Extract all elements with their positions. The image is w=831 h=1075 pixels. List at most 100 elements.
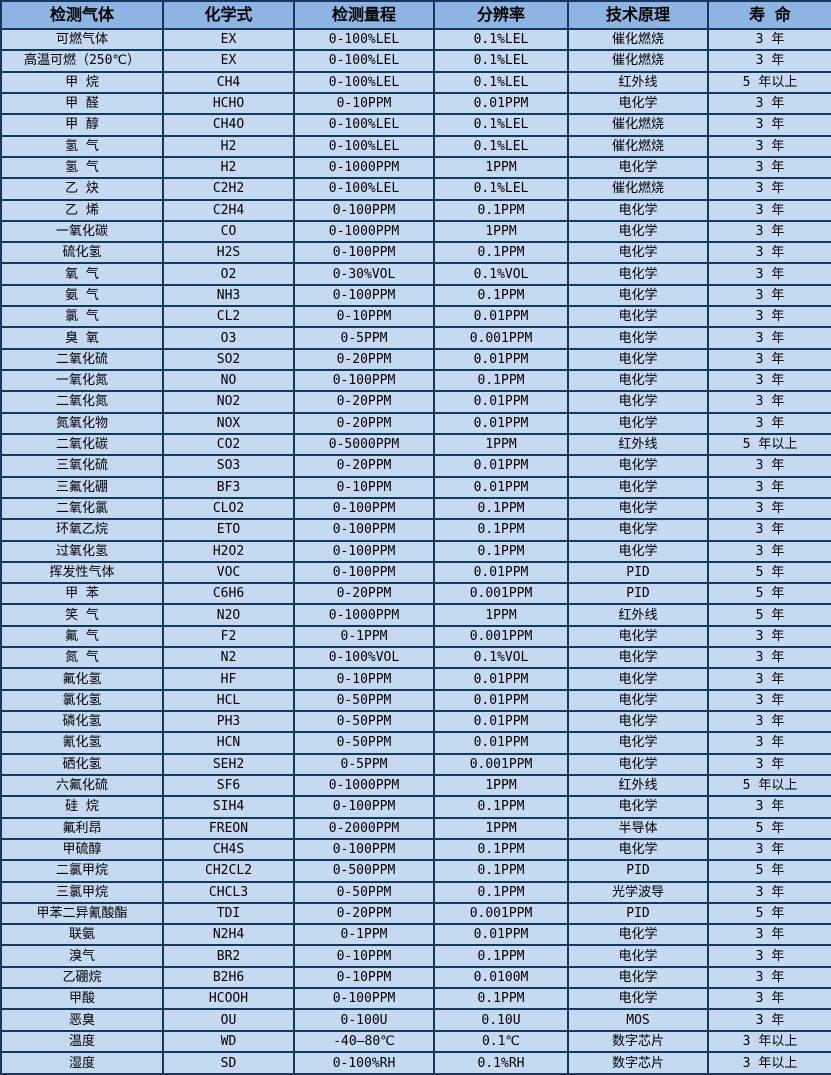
range-cell: 0-1PPM bbox=[293, 624, 435, 649]
gas-name-cell: 硫化氢 bbox=[0, 241, 164, 265]
lifespan-cell: 3 年 bbox=[707, 198, 831, 222]
gas-name-cell: 一氧化碳 bbox=[0, 219, 164, 244]
table-row: 一氧化氮 NO 0-100PPM 0.1PPM 电化学 3 年 bbox=[0, 368, 831, 393]
formula-cell: CH4S bbox=[162, 837, 295, 862]
table-row: 氟化氢 HF 0-10PPM 0.01PPM 电化学 3 年 bbox=[0, 667, 831, 691]
range-cell: 0-1000PPM bbox=[293, 603, 435, 627]
resolution-cell: 0.01PPM bbox=[433, 475, 569, 499]
principle-cell: 电化学 bbox=[567, 752, 709, 776]
lifespan-cell: 3 年 bbox=[707, 646, 831, 670]
principle-cell: 电化学 bbox=[567, 347, 709, 372]
principle-cell: 光学波导 bbox=[567, 880, 709, 904]
gas-name-cell: 二氧化氯 bbox=[0, 496, 164, 521]
range-cell: 0-10PPM bbox=[293, 667, 435, 691]
formula-cell: SF6 bbox=[162, 773, 295, 798]
gas-name-cell: 氯 气 bbox=[0, 305, 164, 329]
range-cell: 0-100%LEL bbox=[293, 134, 435, 158]
gas-name-cell: 湿度 bbox=[0, 1051, 164, 1075]
gas-name-cell: 磷化氢 bbox=[0, 709, 164, 734]
gas-name-cell: 六氟化硫 bbox=[0, 773, 164, 798]
principle-cell: PID bbox=[567, 560, 709, 585]
range-cell: 0-100%LEL bbox=[293, 177, 435, 201]
lifespan-cell: 3 年 bbox=[707, 475, 831, 499]
lifespan-cell: 5 年 bbox=[707, 582, 831, 606]
range-cell: 0-100PPM bbox=[293, 496, 435, 521]
lifespan-cell: 3 年 bbox=[707, 390, 831, 414]
range-cell: 0-100%VOL bbox=[293, 646, 435, 670]
lifespan-cell: 3 年 bbox=[707, 944, 831, 968]
formula-cell: HCHO bbox=[162, 91, 295, 116]
table-row: 氧 气 O2 0-30%VOL 0.1%VOL 电化学 3 年 bbox=[0, 262, 831, 286]
formula-cell: TDI bbox=[162, 901, 295, 926]
resolution-cell: 0.01PPM bbox=[433, 454, 569, 478]
principle-cell: 催化燃烧 bbox=[567, 113, 709, 137]
range-cell: 0-20PPM bbox=[293, 347, 435, 372]
resolution-cell: 1PPM bbox=[433, 816, 569, 840]
table-row: 乙 烯 C2H4 0-100PPM 0.1PPM 电化学 3 年 bbox=[0, 198, 831, 222]
range-cell: 0-50PPM bbox=[293, 731, 435, 755]
gas-name-cell: 氯化氢 bbox=[0, 688, 164, 713]
range-cell: 0-5PPM bbox=[293, 752, 435, 776]
principle-cell: 电化学 bbox=[567, 262, 709, 286]
formula-cell: SIH4 bbox=[162, 795, 295, 819]
principle-cell: PID bbox=[567, 901, 709, 926]
resolution-cell: 1PPM bbox=[433, 219, 569, 244]
lifespan-cell: 5 年 bbox=[707, 560, 831, 585]
resolution-cell: 0.001PPM bbox=[433, 752, 569, 776]
lifespan-cell: 3 年 bbox=[707, 965, 831, 990]
range-cell: 0-2000PPM bbox=[293, 816, 435, 840]
principle-cell: 电化学 bbox=[567, 688, 709, 713]
range-cell: 0-100PPM bbox=[293, 518, 435, 542]
table-row: 氢 气 H2 0-100%LEL 0.1%LEL 催化燃烧 3 年 bbox=[0, 134, 831, 158]
principle-cell: 电化学 bbox=[567, 624, 709, 649]
gas-name-cell: 氮氧化物 bbox=[0, 411, 164, 435]
principle-cell: 催化燃烧 bbox=[567, 177, 709, 201]
range-cell: 0-10PPM bbox=[293, 475, 435, 499]
resolution-cell: 0.001PPM bbox=[433, 326, 569, 350]
gas-name-cell: 甲酸 bbox=[0, 987, 164, 1011]
gas-name-cell: 氰化氢 bbox=[0, 731, 164, 755]
range-cell: 0-50PPM bbox=[293, 880, 435, 904]
range-cell: 0-1000PPM bbox=[293, 773, 435, 798]
formula-cell: C2H2 bbox=[162, 177, 295, 201]
resolution-cell: 0.001PPM bbox=[433, 901, 569, 926]
column-header-formula: 化学式 bbox=[162, 0, 295, 30]
resolution-cell: 0.01PPM bbox=[433, 411, 569, 435]
range-cell: 0-100%RH bbox=[293, 1051, 435, 1075]
gas-name-cell: 可燃气体 bbox=[0, 27, 164, 52]
range-cell: 0-10PPM bbox=[293, 305, 435, 329]
principle-cell: 电化学 bbox=[567, 198, 709, 222]
gas-name-cell: 二氧化硫 bbox=[0, 347, 164, 372]
gas-name-cell: 甲苯二异氰酸酯 bbox=[0, 901, 164, 926]
resolution-cell: 0.1%LEL bbox=[433, 177, 569, 201]
gas-name-cell: 臭 氧 bbox=[0, 326, 164, 350]
gas-name-cell: 高温可燃（250℃） bbox=[0, 49, 164, 73]
gas-name-cell: 挥发性气体 bbox=[0, 560, 164, 585]
range-cell: 0-100PPM bbox=[293, 560, 435, 585]
resolution-cell: 0.01PPM bbox=[433, 560, 569, 585]
range-cell: 0-100PPM bbox=[293, 241, 435, 265]
lifespan-cell: 3 年以上 bbox=[707, 1051, 831, 1075]
table-row: 温度 WD -40—80℃ 0.1℃ 数字芯片 3 年以上 bbox=[0, 1029, 831, 1054]
resolution-cell: 0.1PPM bbox=[433, 944, 569, 968]
range-cell: 0-1000PPM bbox=[293, 155, 435, 180]
gas-name-cell: 乙 炔 bbox=[0, 177, 164, 201]
formula-cell: CH4O bbox=[162, 113, 295, 137]
lifespan-cell: 3 年 bbox=[707, 454, 831, 478]
lifespan-cell: 3 年 bbox=[707, 368, 831, 393]
resolution-cell: 0.1%VOL bbox=[433, 646, 569, 670]
lifespan-cell: 3 年 bbox=[707, 923, 831, 947]
range-cell: 0-100PPM bbox=[293, 795, 435, 819]
formula-cell: BR2 bbox=[162, 944, 295, 968]
gas-name-cell: 氧 气 bbox=[0, 262, 164, 286]
table-row: 二氧化氮 NO2 0-20PPM 0.01PPM 电化学 3 年 bbox=[0, 390, 831, 414]
resolution-cell: 1PPM bbox=[433, 432, 569, 457]
resolution-cell: 0.1%RH bbox=[433, 1051, 569, 1075]
lifespan-cell: 5 年以上 bbox=[707, 773, 831, 798]
formula-cell: SEH2 bbox=[162, 752, 295, 776]
range-cell: 0-50PPM bbox=[293, 709, 435, 734]
table-row: 三氧化硫 SO3 0-20PPM 0.01PPM 电化学 3 年 bbox=[0, 454, 831, 478]
table-row: 甲 醇 CH4O 0-100%LEL 0.1%LEL 催化燃烧 3 年 bbox=[0, 113, 831, 137]
table-row: 氯化氢 HCL 0-50PPM 0.01PPM 电化学 3 年 bbox=[0, 688, 831, 713]
table-row: 甲 醛 HCHO 0-10PPM 0.01PPM 电化学 3 年 bbox=[0, 91, 831, 116]
